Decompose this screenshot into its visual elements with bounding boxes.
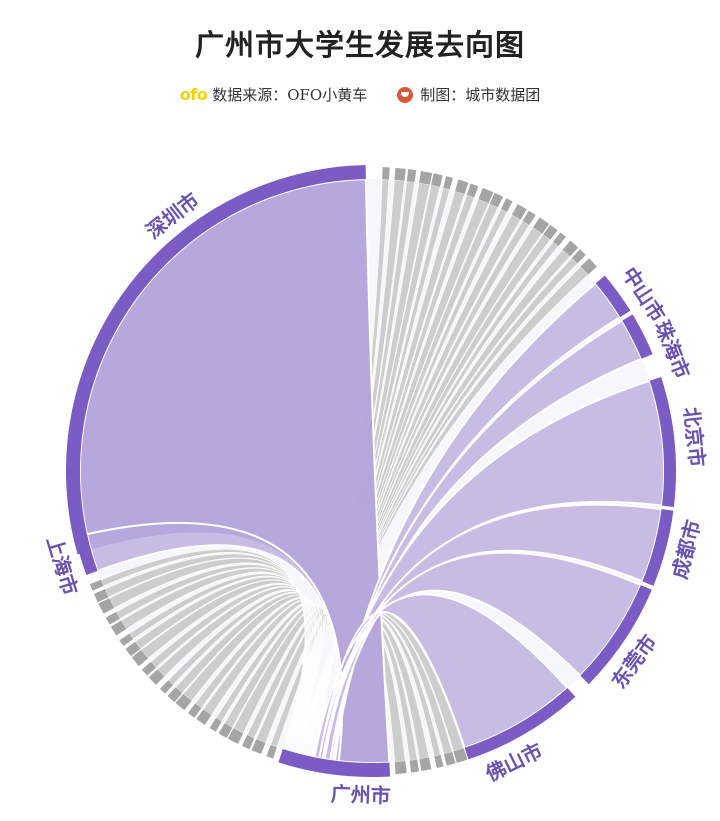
ring-segment-other [266, 744, 277, 759]
credits-bar: ofo 数据来源：OFO小黄车 制图：城市数据团 [0, 84, 720, 105]
ring-segment-3 [75, 534, 98, 575]
ring-segment-5 [622, 314, 653, 359]
ring-segment-other [453, 748, 468, 763]
ring-segment-other [148, 669, 165, 685]
ring-segment-9 [464, 687, 576, 760]
ring-segment-other [394, 167, 406, 181]
chart-title: 广州市大学生发展去向图 [194, 28, 525, 62]
ring-segment-other [522, 210, 536, 225]
flow-ribbon-8 [313, 593, 569, 760]
city-label-7: 成都市 [667, 517, 705, 581]
city-label-5: 珠海市 [650, 317, 695, 382]
ring-segment-other [119, 633, 134, 646]
ring-segment-other [242, 734, 255, 750]
ring-segment-other [89, 579, 104, 591]
city-data-team-logo-icon [397, 86, 414, 103]
ring-segment-other [419, 757, 432, 771]
ring-segment-6 [649, 377, 676, 507]
ring-segment-other [562, 240, 579, 257]
chart-maker-text: 制图：城市数据团 [420, 86, 541, 104]
city-label-6: 北京市 [679, 406, 709, 468]
ring-segment-other [443, 751, 456, 766]
ring-segment-other [466, 183, 479, 198]
ring-segment-other [500, 198, 513, 213]
ring-segment-other [251, 739, 266, 755]
data-source-credit: ofo 数据来源：OFO小黄车 [180, 84, 367, 105]
ring-segment-other [455, 179, 469, 195]
ring-segment-other [131, 649, 149, 667]
ring-segment-other [98, 598, 115, 614]
ring-segment-other [167, 687, 183, 703]
ring-segment-other [93, 589, 109, 603]
ring-segment-other [196, 709, 212, 725]
ring-segment-other [175, 693, 192, 711]
ring-segment-other [478, 187, 494, 204]
ring-segment-other [533, 217, 550, 234]
ring-segment-other [409, 759, 420, 773]
ring-segment-8 [580, 585, 652, 685]
ring-segment-1 [278, 749, 391, 777]
ring-segment-other [419, 170, 433, 185]
flow-ribbon-other [150, 584, 312, 752]
ring-segment-other [110, 620, 127, 636]
ring-segment-other [543, 224, 558, 240]
ring-segment-other [382, 167, 390, 180]
ring-segment-other [511, 204, 527, 220]
ring-segment-other [105, 611, 121, 625]
ring-segment-other [209, 717, 222, 732]
flow-ribbon-other [246, 607, 326, 754]
ring-segment-other [571, 249, 586, 264]
ring-segment-other [489, 192, 504, 208]
ring-segment-7 [642, 509, 674, 586]
ring-segment-other [580, 258, 598, 275]
city-label-4: 中山市 [617, 263, 670, 326]
ring-segment-other [431, 173, 443, 187]
ring-segment-other [141, 661, 157, 676]
ring-segment-4 [595, 275, 631, 318]
ring-segment-other [187, 703, 202, 718]
ring-segment-other [406, 169, 417, 183]
ring-segment-other [443, 176, 453, 190]
city-label-1: 广州市 [330, 782, 391, 808]
ring-segment-other [394, 761, 407, 775]
chart-maker-credit: 制图：城市数据团 [397, 84, 540, 105]
ring-segment-other [125, 641, 141, 657]
data-source-text: 数据来源：OFO小黄车 [212, 86, 368, 104]
ring-segment-other [434, 754, 444, 769]
ring-segment-other [159, 680, 174, 694]
ring-segment-other [227, 728, 244, 744]
ofo-logo-icon: ofo [179, 85, 208, 104]
ring-segment-other [218, 723, 233, 739]
ring-segment-other [553, 232, 566, 247]
